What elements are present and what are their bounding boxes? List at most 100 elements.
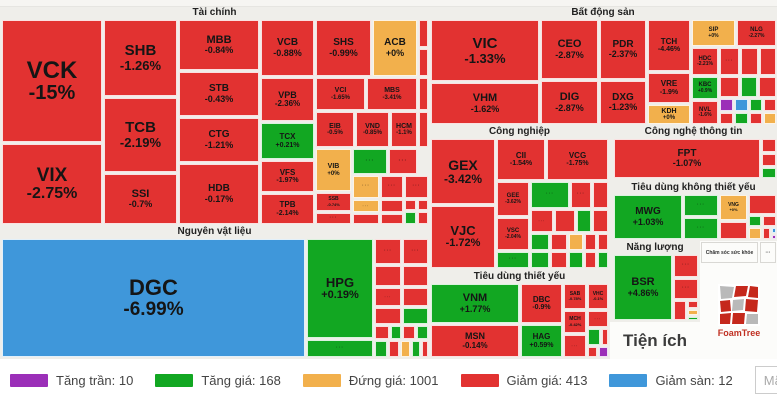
cell-small[interactable] bbox=[602, 329, 608, 345]
cell-small[interactable] bbox=[419, 20, 428, 47]
cell-small[interactable] bbox=[599, 347, 608, 357]
sector-header-consumer-disc[interactable]: Tiêu dùng không thiết yếu bbox=[631, 182, 756, 193]
cell-small[interactable] bbox=[772, 235, 776, 239]
cell-MCH[interactable]: MCH -0.42% bbox=[564, 311, 586, 333]
cell-EIB[interactable]: EIB -0.5% bbox=[316, 112, 354, 147]
cell-small[interactable] bbox=[759, 77, 776, 97]
cell-VPB[interactable]: VPB -2.36% bbox=[261, 78, 314, 121]
cell-small[interactable] bbox=[405, 200, 416, 210]
cell-small[interactable] bbox=[381, 214, 403, 224]
cell-small[interactable]: ··· bbox=[375, 288, 401, 306]
cell-small[interactable] bbox=[422, 341, 428, 357]
cell-small[interactable] bbox=[391, 326, 401, 339]
cell-small[interactable] bbox=[585, 234, 596, 250]
cell-small[interactable]: ··· bbox=[720, 48, 739, 75]
cell-VHC[interactable]: VHC -0.1% bbox=[588, 284, 608, 309]
cell-VSC[interactable]: VSC -2.04% bbox=[497, 218, 529, 250]
cell-TCH[interactable]: TCH -4.46% bbox=[648, 20, 690, 71]
cell-small[interactable] bbox=[403, 308, 428, 324]
cell-small[interactable] bbox=[405, 212, 416, 224]
sector-header-healthcare-more[interactable]: ··· bbox=[760, 242, 776, 263]
cell-small[interactable]: ··· bbox=[564, 335, 586, 357]
cell-small[interactable] bbox=[762, 154, 776, 166]
cell-small[interactable]: ··· bbox=[531, 182, 569, 208]
cell-small[interactable] bbox=[593, 210, 608, 232]
cell-small[interactable]: ··· bbox=[684, 195, 718, 216]
cell-small[interactable] bbox=[403, 266, 428, 286]
cell-DIG[interactable]: DIG -2.87% bbox=[541, 81, 598, 124]
cell-GEX[interactable]: GEX -3.42% bbox=[431, 139, 495, 204]
cell-CII[interactable]: CII -1.54% bbox=[497, 139, 545, 180]
cell-NLG[interactable]: NLG -2.27% bbox=[737, 20, 776, 46]
cell-HCM[interactable]: HCM -1.1% bbox=[391, 112, 417, 147]
cell-small[interactable] bbox=[418, 212, 428, 224]
cell-small[interactable] bbox=[688, 310, 698, 315]
cell-small[interactable]: ··· bbox=[353, 200, 379, 212]
cell-small[interactable] bbox=[598, 252, 608, 268]
cell-small[interactable] bbox=[764, 99, 776, 111]
cell-ACB[interactable]: ACB +0% bbox=[373, 20, 417, 76]
cell-small[interactable] bbox=[551, 252, 567, 268]
cell-KBC[interactable]: KBC +0.9% bbox=[692, 77, 718, 99]
foamtree-logo[interactable]: FoamTree bbox=[704, 266, 774, 356]
sector-label-utilities[interactable]: Tiện ích bbox=[610, 322, 700, 359]
cell-small[interactable] bbox=[412, 341, 420, 357]
cell-small[interactable] bbox=[760, 48, 776, 75]
cell-small[interactable]: ··· bbox=[381, 176, 403, 198]
cell-HDB[interactable]: HDB -0.17% bbox=[179, 164, 259, 224]
cell-small[interactable] bbox=[418, 200, 428, 210]
cell-VCI[interactable]: VCI -1.65% bbox=[316, 78, 365, 110]
cell-HPG[interactable]: HPG +0.19% bbox=[307, 239, 373, 338]
cell-small[interactable] bbox=[750, 113, 762, 124]
cell-small[interactable] bbox=[577, 210, 591, 232]
cell-MSN[interactable]: MSN -0.14% bbox=[431, 325, 519, 357]
cell-small[interactable]: ··· bbox=[674, 255, 698, 277]
sector-header-healthcare[interactable]: Chăm sóc sức khỏe bbox=[701, 242, 758, 263]
cell-VRE[interactable]: VRE -1.9% bbox=[648, 73, 690, 103]
sector-header-materials[interactable]: Nguyên vật liệu bbox=[177, 226, 252, 237]
cell-small[interactable] bbox=[588, 329, 600, 345]
sector-header-energy[interactable]: Năng lượng bbox=[626, 242, 684, 253]
cell-small[interactable]: ··· bbox=[405, 176, 428, 198]
cell-MBS[interactable]: MBS -3.41% bbox=[367, 78, 417, 110]
cell-small[interactable] bbox=[551, 234, 567, 250]
cell-small[interactable] bbox=[419, 112, 428, 147]
cell-VNG[interactable]: VNG +0% bbox=[720, 195, 747, 220]
cell-small[interactable] bbox=[688, 301, 698, 308]
cell-small[interactable] bbox=[735, 99, 748, 111]
cell-small[interactable] bbox=[762, 139, 776, 152]
cell-small[interactable] bbox=[569, 234, 583, 250]
cell-MBB[interactable]: MBB -0.84% bbox=[179, 20, 259, 70]
cell-VCK[interactable]: VCK -15% bbox=[2, 20, 102, 142]
cell-small[interactable]: ··· bbox=[375, 239, 401, 264]
cell-FPT[interactable]: FPT -1.07% bbox=[614, 139, 760, 178]
cell-small[interactable] bbox=[401, 341, 410, 357]
cell-small[interactable] bbox=[375, 341, 387, 357]
cell-small[interactable]: ··· bbox=[403, 239, 428, 264]
cell-small[interactable] bbox=[720, 99, 733, 111]
cell-small[interactable] bbox=[375, 266, 401, 286]
cell-small[interactable] bbox=[764, 113, 776, 124]
cell-DBC[interactable]: DBC -0.9% bbox=[521, 284, 562, 323]
cell-VJC[interactable]: VJC -1.72% bbox=[431, 206, 495, 268]
cell-small[interactable] bbox=[750, 99, 762, 111]
cell-VCG[interactable]: VCG -1.75% bbox=[547, 139, 608, 180]
cell-small[interactable]: ··· bbox=[307, 340, 373, 357]
cell-small[interactable] bbox=[762, 168, 776, 178]
cell-PDR[interactable]: PDR -2.37% bbox=[600, 20, 646, 79]
cell-SIP[interactable]: SIP +0% bbox=[692, 20, 735, 46]
cell-VHM[interactable]: VHM -1.62% bbox=[431, 83, 539, 124]
cell-small[interactable]: ··· bbox=[497, 252, 529, 268]
cell-small[interactable] bbox=[531, 252, 549, 268]
cell-VIX[interactable]: VIX -2.75% bbox=[2, 144, 102, 224]
cell-small[interactable] bbox=[772, 228, 776, 233]
cell-small[interactable] bbox=[419, 78, 428, 110]
cell-small[interactable] bbox=[403, 288, 428, 306]
cell-SAB[interactable]: SAB -0.78% bbox=[564, 284, 586, 309]
cell-VCB[interactable]: VCB -0.88% bbox=[261, 20, 314, 76]
cell-small[interactable]: ··· bbox=[353, 149, 387, 174]
cell-small[interactable] bbox=[720, 222, 747, 239]
sector-header-finance[interactable]: Tài chính bbox=[192, 7, 237, 18]
cell-small[interactable] bbox=[569, 252, 583, 268]
sector-header-staples[interactable]: Tiêu dùng thiết yếu bbox=[473, 271, 566, 282]
